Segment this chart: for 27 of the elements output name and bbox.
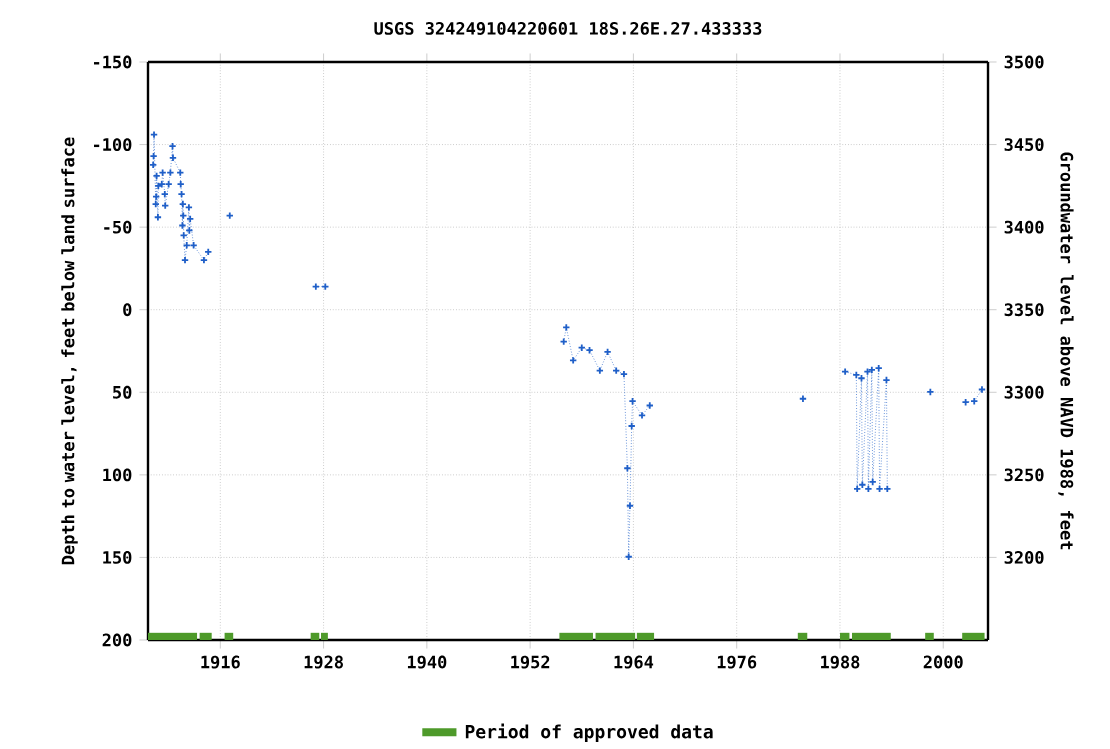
x-tick-label: 1988 (821, 655, 860, 669)
y2-tick-label: 3300 (1004, 385, 1044, 399)
y-tick-label: -150 (93, 55, 132, 69)
y-tick-label: 0 (123, 303, 132, 317)
y-tick-label: 150 (103, 550, 132, 564)
y2-tick-label: 3500 (1004, 55, 1044, 69)
y-tick-label: -50 (104, 220, 132, 234)
y2-tick-label: 3250 (1004, 468, 1044, 482)
x-tick-label: 1964 (614, 655, 654, 669)
y2-tick-label: 3450 (1004, 138, 1044, 151)
y-tick-label: 200 (102, 633, 132, 647)
y-tick-label: 100 (103, 468, 132, 482)
y-tick-label: 50 (113, 385, 132, 399)
y-axis-title: Depth to water level, feet below land surface (61, 137, 78, 565)
y2-tick-label: 3350 (1004, 303, 1044, 317)
chart-title: USGS 324249104220601 18S.26E.27.433333 (374, 21, 762, 35)
x-tick-label: 1916 (201, 655, 240, 669)
x-tick-label: 1928 (304, 655, 343, 669)
x-tick-label: 1940 (407, 655, 447, 669)
y2-tick-label: 3200 (1004, 550, 1044, 564)
y2-tick-label: 3400 (1004, 220, 1044, 234)
x-tick-label: 2000 (923, 655, 963, 669)
x-tick-label: 1952 (511, 655, 550, 669)
y2-axis-title: Groundwater level above NAVD 1988, feet (1058, 152, 1074, 550)
y-tick-label: -100 (93, 138, 132, 151)
x-tick-label: 1976 (717, 655, 757, 669)
legend-label: Period of approved data (465, 723, 713, 742)
